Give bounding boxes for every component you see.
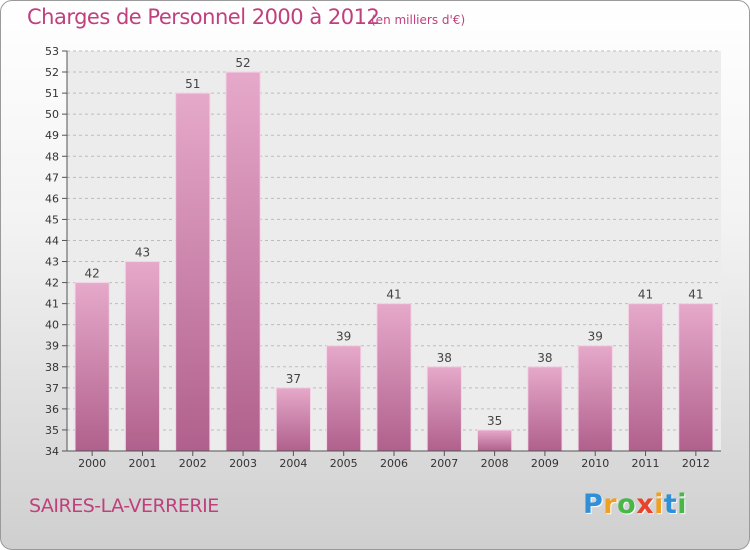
bar-value-label: 51 [185,77,200,91]
bar-value-label: 43 [135,246,150,260]
bar-2005 [326,345,362,452]
y-tick-label: 44 [45,234,59,247]
y-tick-label: 34 [45,445,59,458]
bar-2011 [627,303,664,452]
y-tick-label: 42 [45,277,59,290]
chart-unit-label: (en milliers d'€) [371,13,466,27]
x-tick-label: 2003 [229,457,257,470]
bar-value-label: 52 [235,56,250,70]
y-tick-label: 48 [45,150,59,163]
y-tick-label: 49 [45,129,59,142]
y-tick-label: 53 [45,45,59,58]
bar-value-label: 38 [437,351,452,365]
labels: 34 35 36 37 38 39 40 41 42 43 44 45 46 47 48 49 50 51 52 53… [45,45,710,470]
x-tick-label: 2006 [380,457,408,470]
bar-2003 [225,71,261,452]
x-tick-label: 2004 [279,457,307,470]
y-tick-label: 46 [45,192,59,205]
place-name: SAIRES-LA-VERRERIE [29,495,219,517]
logo-letter: i [654,489,664,520]
bar-2010 [577,345,613,452]
x-tick-label: 2001 [128,457,156,470]
bar-2007 [426,366,462,452]
bar-2008 [477,429,513,452]
logo-letter: r [603,489,618,520]
x-tick-label: 2011 [632,457,660,470]
y-tick-label: 37 [45,382,59,395]
y-tick-label: 40 [45,319,59,332]
bar-2002 [175,92,211,452]
y-tick-label: 41 [45,298,59,311]
bar-value-label: 41 [638,288,653,302]
bar-value-label: 38 [537,351,552,365]
x-tick-label: 2008 [481,457,509,470]
x-tick-label: 2002 [179,457,207,470]
proxiti-logo[interactable]: Proxiti [583,489,687,520]
logo-letter: x [636,489,655,520]
logo-letter: t [663,489,678,520]
bar-value-label: 39 [336,330,351,344]
x-tick-label: 2005 [330,457,358,470]
y-tick-label: 52 [45,66,59,79]
y-tick-label: 45 [45,213,59,226]
bar-2012 [678,303,714,452]
axes [62,50,721,456]
x-tick-label: 2012 [682,457,710,470]
y-tick-label: 51 [45,87,59,100]
bar-value-label: 41 [386,288,401,302]
y-tick-label: 39 [45,340,59,353]
bar-value-label: 35 [487,414,502,428]
y-tick-label: 50 [45,108,59,121]
x-tick-label: 2000 [78,457,106,470]
bar-value-label: 41 [688,288,703,302]
y-tick-label: 36 [45,403,59,416]
bars [74,71,714,452]
y-tick-label: 47 [45,171,59,184]
logo-letter: i [677,489,688,520]
bar-value-label: 37 [286,372,301,386]
bar-value-label: 39 [588,330,603,344]
bar-2009 [527,366,563,452]
x-tick-label: 2010 [581,457,609,470]
bar-2006 [376,303,412,452]
bar-2004 [275,387,311,452]
logo-letter: P [583,489,604,520]
bar-value-label: 42 [85,267,100,281]
x-tick-label: 2009 [531,457,559,470]
y-tick-label: 35 [45,424,59,437]
x-tick-label: 2007 [430,457,458,470]
chart-title: Charges de Personnel 2000 à 2012 [27,5,380,29]
logo-letter: o [617,489,637,520]
y-tick-label: 43 [45,256,59,269]
y-tick-label: 38 [45,361,59,374]
bar-2001 [124,261,161,452]
bar-2000 [74,282,110,452]
